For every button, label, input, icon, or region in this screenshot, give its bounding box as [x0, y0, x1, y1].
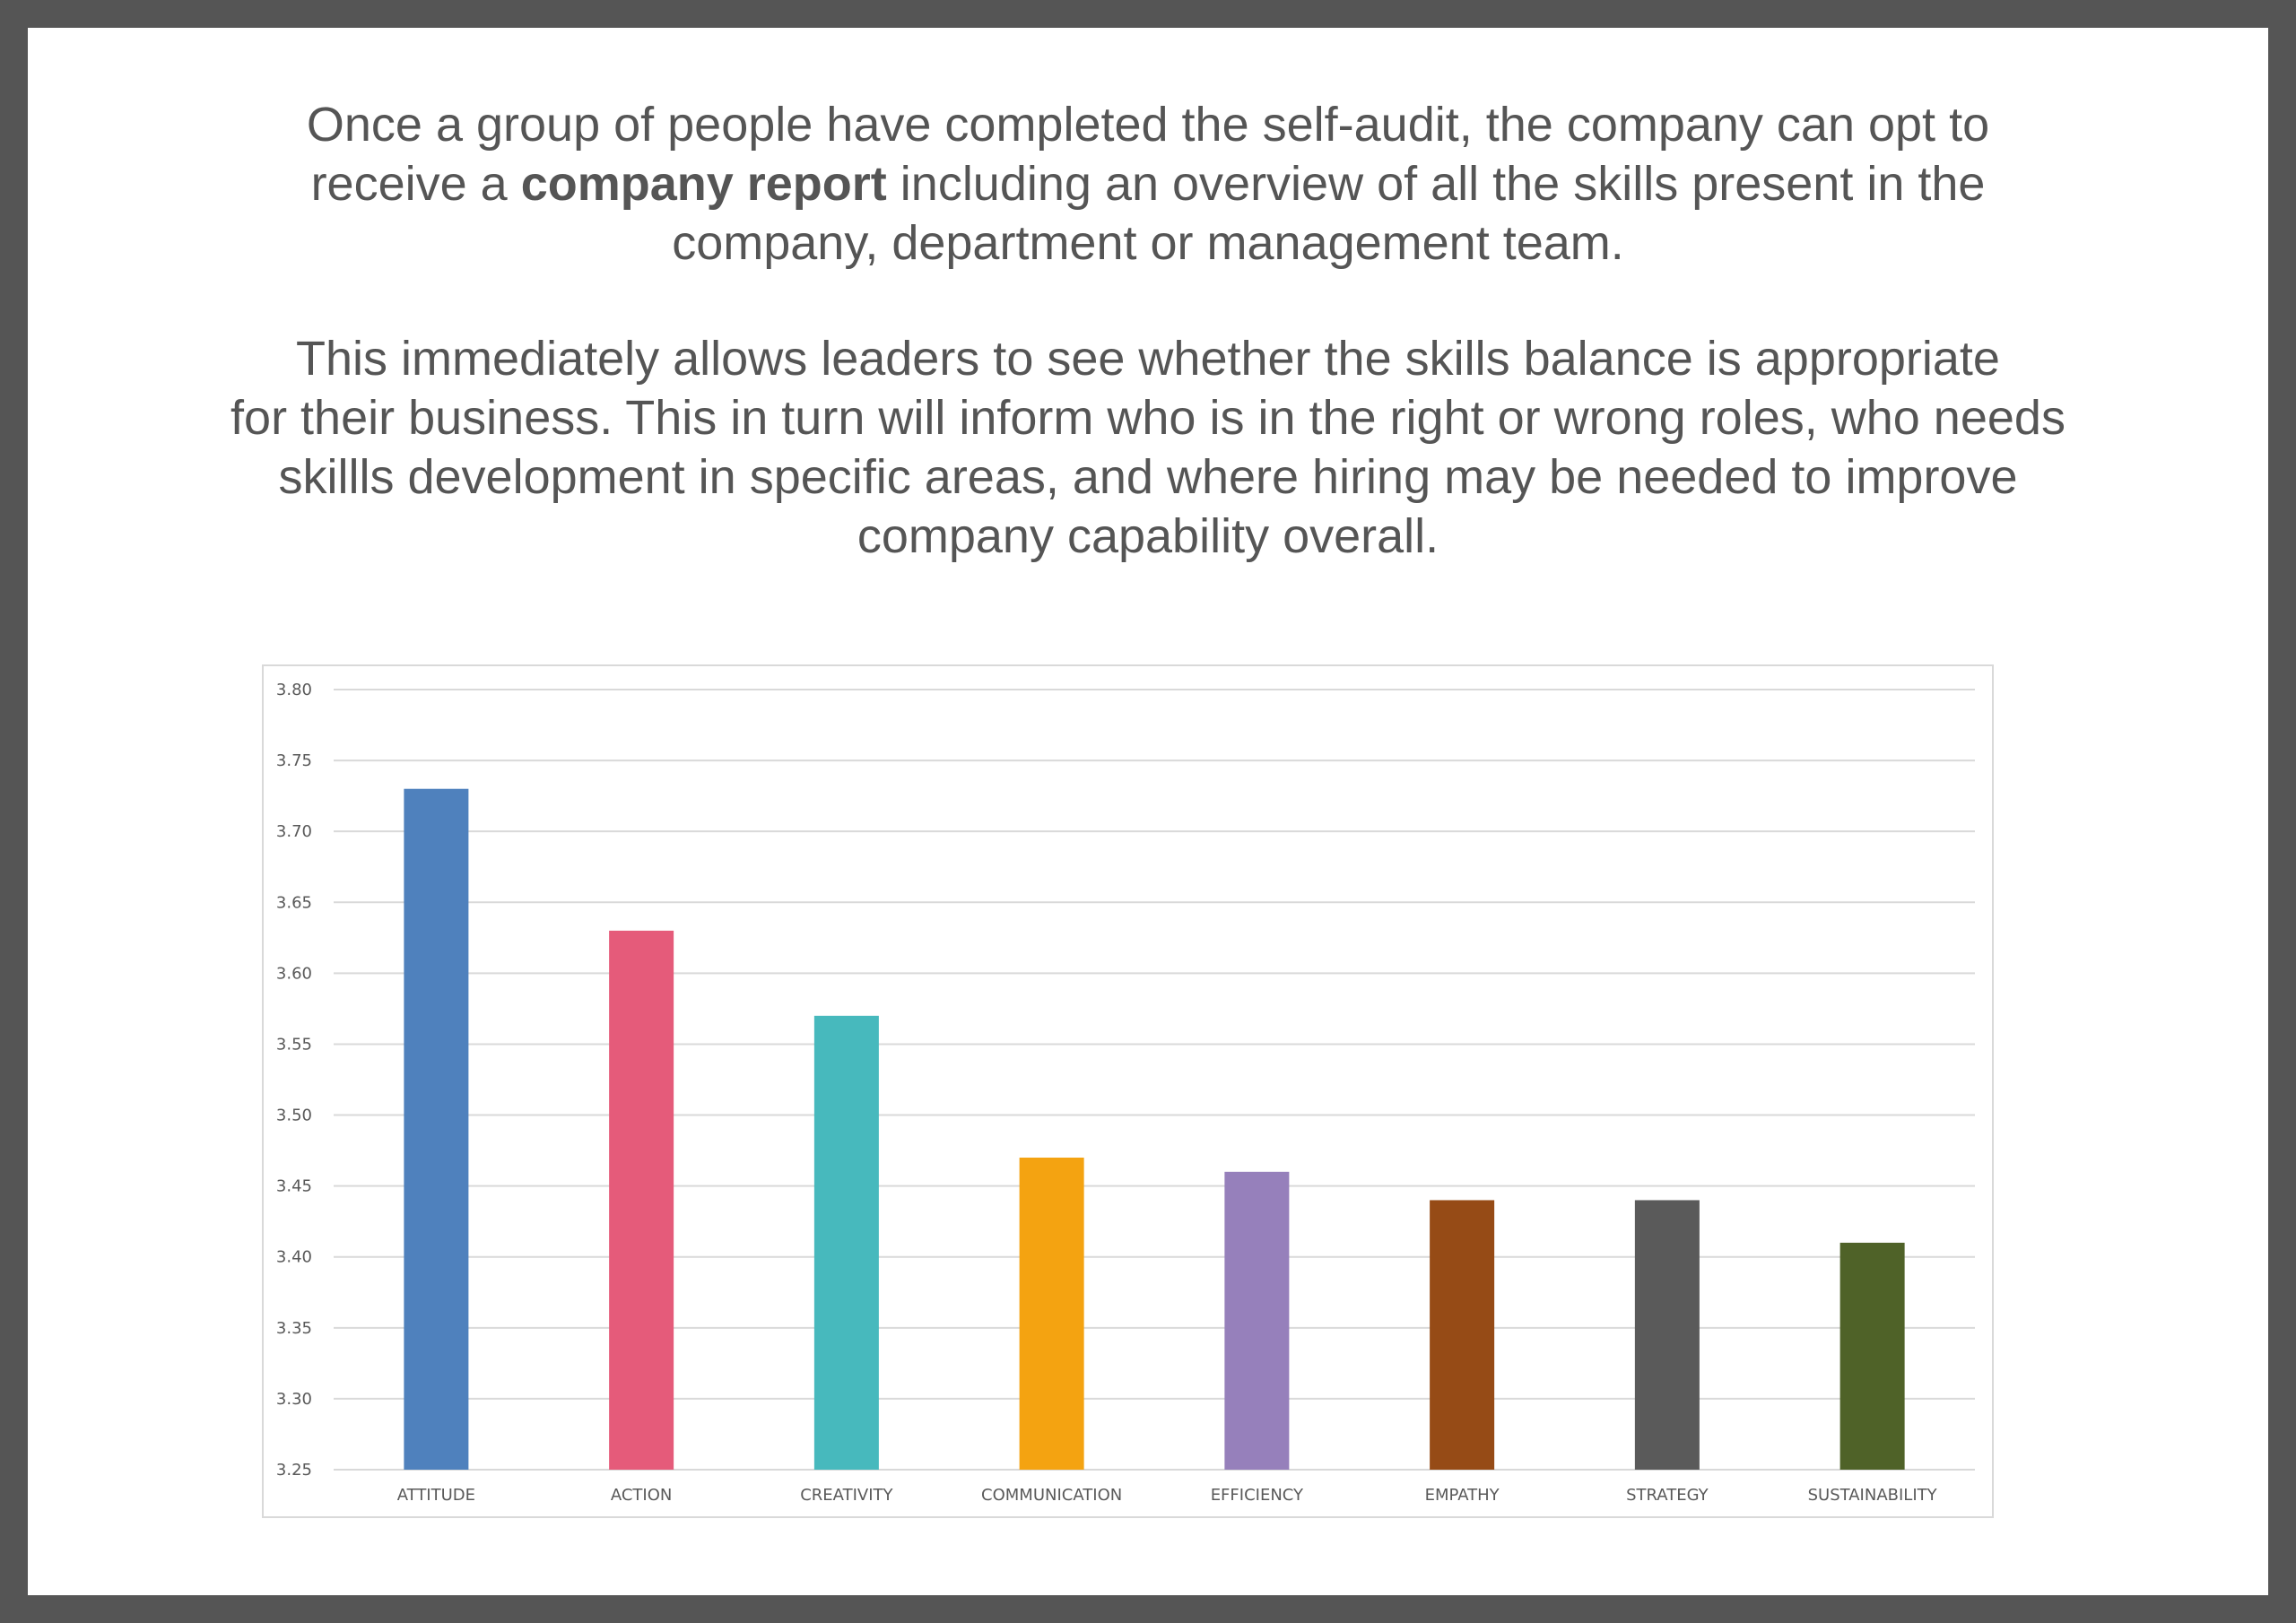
- y-tick-label: 3.35: [276, 1319, 312, 1338]
- y-tick-label: 3.70: [276, 822, 312, 841]
- y-tick-label: 3.80: [276, 681, 312, 699]
- x-tick-label: STRATEGY: [1626, 1486, 1709, 1505]
- y-tick-label: 3.30: [276, 1390, 312, 1409]
- intro-line-2-end: including an overview of all the skills …: [886, 157, 1986, 211]
- slide-page: Once a group of people have completed th…: [28, 28, 2268, 1595]
- y-tick-label: 3.60: [276, 964, 312, 983]
- intro-line-3: company, department or management team.: [672, 216, 1624, 270]
- bar-attitude: [404, 788, 469, 1470]
- bars: [404, 788, 1905, 1470]
- intro-paragraph: Once a group of people have completed th…: [28, 95, 2268, 273]
- company-report-emphasis: company report: [520, 157, 887, 211]
- x-tick-label: ACTION: [611, 1486, 673, 1505]
- y-axis-ticks: 3.25 3.30 3.35 3.40 3.45 3.50 3.55 3.60 3.65 3.70…: [276, 681, 312, 1480]
- grid-lines: [334, 689, 1975, 1471]
- bar-strategy: [1634, 1200, 1700, 1470]
- x-tick-label: CREATIVITY: [800, 1486, 893, 1505]
- x-tick-label: SUSTAINABILITY: [1808, 1486, 1938, 1505]
- explanation-line-4: company capability overall.: [857, 509, 1439, 563]
- bar-efficiency: [1224, 1171, 1290, 1470]
- bar-creativity: [813, 1015, 879, 1470]
- x-tick-label: EMPATHY: [1425, 1486, 1500, 1505]
- explanation-line-3: skillls development in specific areas, a…: [278, 450, 2018, 504]
- bar-communication: [1019, 1158, 1084, 1470]
- y-tick-label: 3.75: [276, 751, 312, 770]
- y-tick-label: 3.25: [276, 1461, 312, 1480]
- y-tick-label: 3.55: [276, 1035, 312, 1054]
- y-tick-label: 3.50: [276, 1107, 312, 1125]
- y-tick-label: 3.65: [276, 893, 312, 912]
- skills-bar-chart: 3.25 3.30 3.35 3.40 3.45 3.50 3.55 3.60 3.65 3.70…: [262, 664, 1994, 1518]
- bar-action: [609, 930, 674, 1470]
- bar-sustainability: [1839, 1242, 1905, 1470]
- x-tick-label: EFFICIENCY: [1211, 1486, 1304, 1505]
- intro-line-1: Once a group of people have completed th…: [306, 98, 1990, 152]
- explanation-line-1: This immediately allows leaders to see w…: [296, 332, 2000, 386]
- intro-line-2-start: receive a: [310, 157, 521, 211]
- explanation-line-2: for their business. This in turn will in…: [230, 391, 2066, 445]
- x-axis-labels: ATTITUDE ACTION CREATIVITY COMMUNICATION EFF…: [397, 1486, 1938, 1505]
- chart-svg: 3.25 3.30 3.35 3.40 3.45 3.50 3.55 3.60 3.65 3.70…: [276, 681, 1975, 1505]
- explanation-paragraph: This immediately allows leaders to see w…: [28, 329, 2268, 566]
- x-tick-label: COMMUNICATION: [981, 1486, 1122, 1505]
- y-tick-label: 3.40: [276, 1248, 312, 1267]
- x-tick-label: ATTITUDE: [397, 1486, 475, 1505]
- bar-empathy: [1430, 1200, 1495, 1470]
- y-tick-label: 3.45: [276, 1177, 312, 1196]
- intro-line-2: receive a company report including an ov…: [28, 154, 2268, 213]
